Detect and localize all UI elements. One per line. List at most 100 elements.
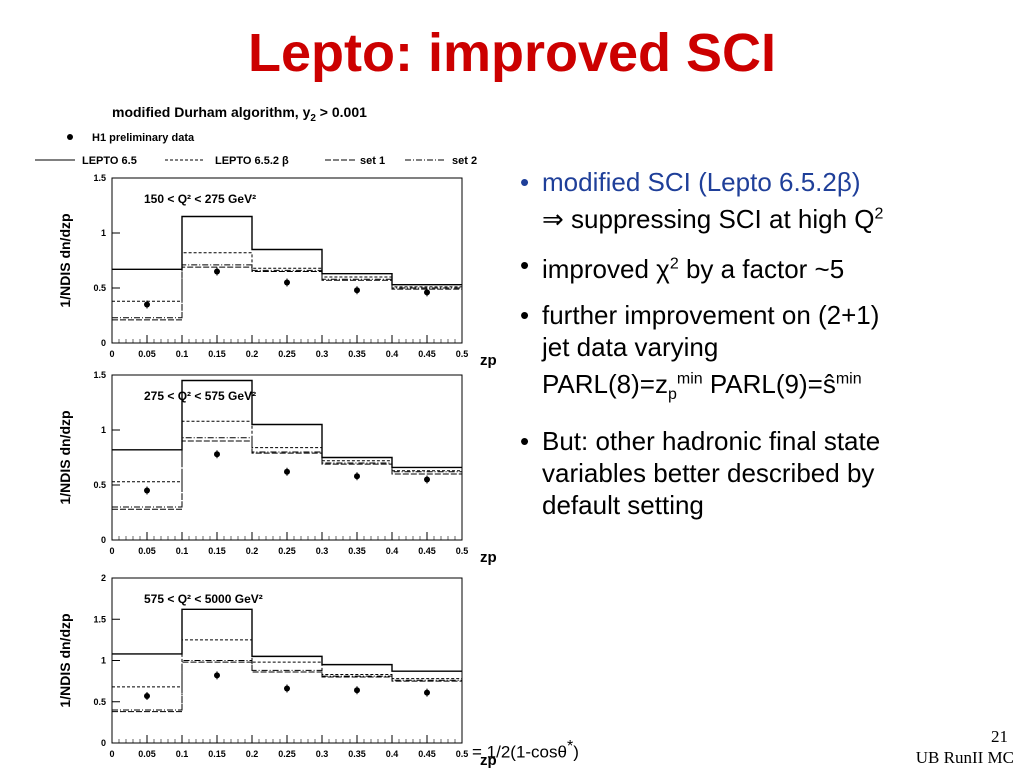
bullet-item-2: • improved χ2 by a factor ~5 <box>520 249 1010 286</box>
histogram-panel-1: 0 0.05 0.1 0.15 0.2 0.25 0.3 0.35 0.4 0.45 0.5 0 0.5… <box>57 173 497 369</box>
y-tick-label: 0 <box>101 338 106 348</box>
x-axis-label: zp <box>480 549 497 566</box>
x-tick-label: 0.25 <box>278 546 296 556</box>
data-point <box>144 301 150 308</box>
series-line-4 <box>112 660 462 711</box>
panel-title: 275 < Q² < 575 GeV² <box>144 389 256 403</box>
x-axis-label: zp <box>480 352 497 369</box>
data-point <box>214 672 220 679</box>
x-tick-label: 0.35 <box>348 546 366 556</box>
series-line-3 <box>112 266 462 321</box>
legend-label-lepto65: LEPTO 6.5 <box>82 155 137 167</box>
y-tick-label: 1.5 <box>93 614 106 624</box>
x-tick-label: 0.2 <box>246 749 259 759</box>
x-tick-label: 0.3 <box>316 349 329 359</box>
x-tick-label: 0.15 <box>208 349 226 359</box>
x-tick-label: 0.15 <box>208 546 226 556</box>
bullet-dot: • <box>520 167 530 197</box>
histogram-figure: modified Durham algorithm, y2 > 0.001 H1… <box>35 104 497 768</box>
data-point <box>354 687 360 694</box>
legend-label-set2: set 2 <box>452 155 477 167</box>
data-point <box>284 279 290 286</box>
slide-title: Lepto: improved SCI <box>247 23 777 83</box>
bullet-text-1: modified SCI (Lepto 6.5.2β) <box>542 167 861 197</box>
x-tick-label: 0.4 <box>386 349 399 359</box>
y-axis-label: 1/NDIS dn/dzp <box>57 613 73 707</box>
panel-title: 150 < Q² < 275 GeV² <box>144 192 256 206</box>
x-tick-label: 0.5 <box>456 349 469 359</box>
y-tick-label: 1 <box>101 425 106 435</box>
y-tick-label: 2 <box>101 573 106 583</box>
data-point <box>424 689 430 696</box>
series-line-3 <box>112 661 462 713</box>
y-tick-label: 1 <box>101 656 106 666</box>
x-tick-label: 0.35 <box>348 749 366 759</box>
x-axis-label: zp <box>480 752 497 768</box>
y-axis-label: 1/NDIS dn/dzp <box>57 410 73 504</box>
y-tick-label: 0.5 <box>93 697 106 707</box>
y-tick-label: 1.5 <box>93 173 106 183</box>
data-point <box>144 692 150 699</box>
x-tick-label: 0.3 <box>316 749 329 759</box>
x-tick-label: 0.5 <box>456 546 469 556</box>
y-tick-label: 1 <box>101 228 106 238</box>
x-tick-label: 0 <box>109 349 114 359</box>
data-point <box>424 476 430 483</box>
x-tick-label: 0.1 <box>176 749 189 759</box>
x-tick-label: 0.4 <box>386 749 399 759</box>
legend-label-lepto652: LEPTO 6.5.2 β <box>215 155 289 167</box>
bullet-item-4: • But: other hadronic final state variabl… <box>520 425 1010 521</box>
bullet-text-4: But: other hadronic final state variables… <box>542 426 881 521</box>
x-tick-label: 0.15 <box>208 749 226 759</box>
bullet-dot: • <box>520 300 530 331</box>
data-point <box>214 451 220 458</box>
legend-label-set1: set 1 <box>360 155 385 167</box>
footer-label: UB RunII MC <box>915 748 1014 767</box>
legend-header: modified Durham algorithm, y2 > 0.001 <box>112 104 367 124</box>
panel-title: 575 < Q² < 5000 GeV² <box>144 592 263 606</box>
x-tick-label: 0 <box>109 546 114 556</box>
bullet-item-1: • modified SCI (Lepto 6.5.2β) ⇒ suppress… <box>520 166 1010 235</box>
x-tick-label: 0.05 <box>138 349 156 359</box>
data-point <box>354 287 360 294</box>
bullet-text-3: further improvement on (2+1) jet data var… <box>542 300 880 404</box>
data-point <box>424 289 430 296</box>
x-tick-label: 0.2 <box>246 349 259 359</box>
page-number: 21 <box>991 727 1008 746</box>
x-tick-label: 0.4 <box>386 546 399 556</box>
histogram-panel-2: 0 0.05 0.1 0.15 0.2 0.25 0.3 0.35 0.4 0.45 0.5 0 0.5… <box>57 370 497 566</box>
x-tick-label: 0.3 <box>316 546 329 556</box>
series-line-1 <box>112 215 462 286</box>
x-tick-label: 0.5 <box>456 749 469 759</box>
data-point <box>354 473 360 480</box>
bullet-list: • modified SCI (Lepto 6.5.2β) ⇒ suppress… <box>520 166 1010 535</box>
x-tick-label: 0.45 <box>418 749 436 759</box>
x-tick-label: 0.05 <box>138 546 156 556</box>
x-tick-label: 0.1 <box>176 546 189 556</box>
data-point <box>214 268 220 275</box>
y-tick-label: 0 <box>101 535 106 545</box>
x-tick-label: 0.25 <box>278 349 296 359</box>
y-tick-label: 0.5 <box>93 283 106 293</box>
data-point <box>284 468 290 475</box>
series-line-4 <box>112 437 462 508</box>
data-point <box>284 685 290 692</box>
data-point <box>144 487 150 494</box>
x-tick-label: 0.35 <box>348 349 366 359</box>
series-line-4 <box>112 264 462 319</box>
bullet-dot: • <box>520 249 530 280</box>
bullet-text-1b: ⇒ suppressing SCI at high Q2 <box>542 203 884 234</box>
x-tick-label: 0.45 <box>418 349 436 359</box>
y-tick-label: 0.5 <box>93 480 106 490</box>
x-tick-label: 0.1 <box>176 349 189 359</box>
y-tick-label: 1.5 <box>93 370 106 380</box>
x-tick-label: 0.05 <box>138 749 156 759</box>
legend-data-marker <box>67 134 73 140</box>
x-tick-label: 0 <box>109 749 114 759</box>
x-tick-label: 0.2 <box>246 546 259 556</box>
legend-data-label: H1 preliminary data <box>92 132 195 144</box>
zp-definition-note: = 1/2(1-cosθ*) <box>472 738 579 762</box>
y-tick-label: 0 <box>101 738 106 748</box>
histogram-panel-3: 0 0.05 0.1 0.15 0.2 0.25 0.3 0.35 0.4 0.45 0.5 0 0.5… <box>57 573 497 768</box>
bullet-dot: • <box>520 426 530 457</box>
